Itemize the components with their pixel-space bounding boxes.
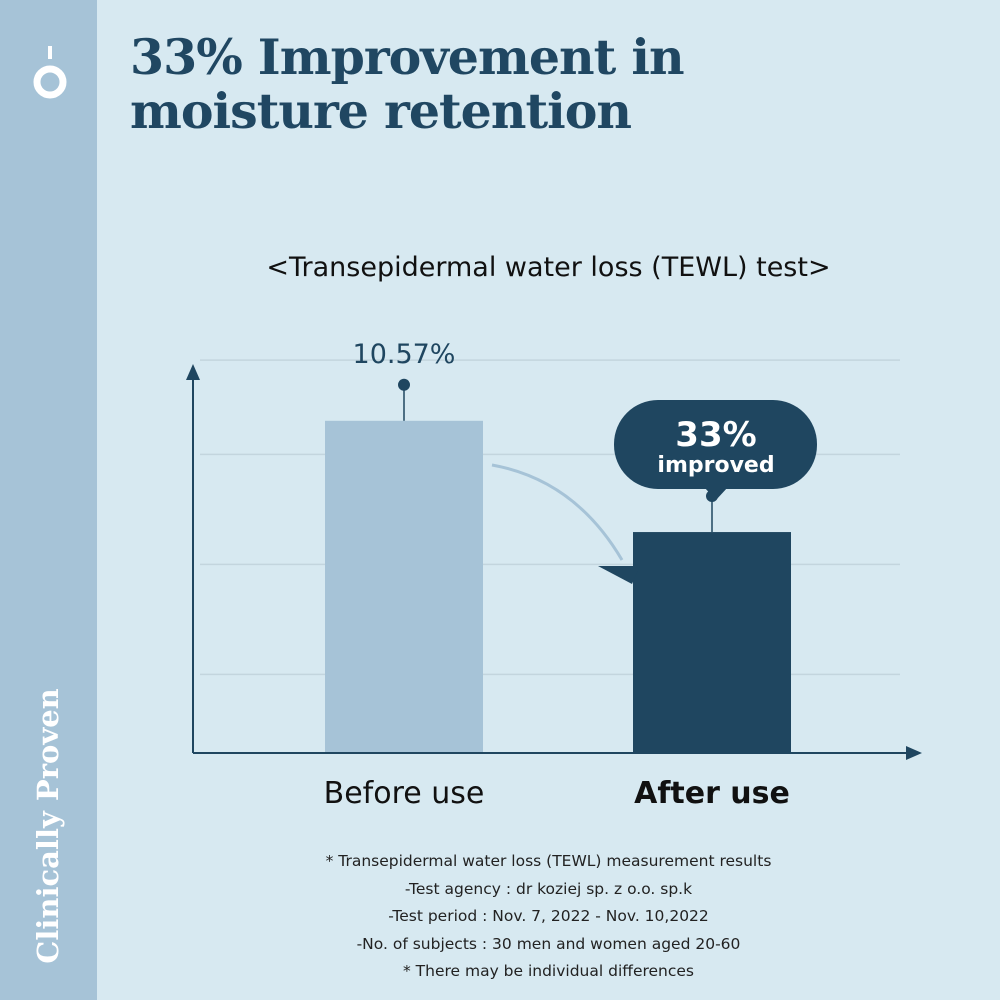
footnote-line: * There may be individual differences: [402, 962, 695, 980]
page-title-line-1: 33% Improvement in: [130, 28, 685, 86]
footnote-line: -Test agency : dr koziej sp. z o.o. sp.k: [404, 879, 693, 898]
page-title: 33% Improvement in moisture retention: [130, 30, 970, 138]
footnotes: * Transepidermal water loss (TEWL) measu…: [97, 848, 1000, 986]
y-axis-arrowhead-icon: [186, 364, 200, 380]
before-to-after-curved-arrow: [491, 463, 624, 561]
callout-value: 33%: [675, 415, 756, 455]
value-pin-dot: [398, 378, 410, 391]
data-label: 10.57%: [353, 339, 456, 370]
x-axis-arrowhead-icon: [906, 746, 922, 760]
category-label: After use: [634, 776, 790, 811]
sidebar-strip: Clinically Proven: [0, 0, 97, 1000]
footnote-line: -Test period : Nov. 7, 2022 - Nov. 10,20…: [388, 907, 709, 925]
footnote-line: * Transepidermal water loss (TEWL) measu…: [325, 852, 772, 870]
improvement-callout: 33% improved: [614, 400, 817, 500]
curved-arrowhead-icon: [598, 566, 640, 584]
droplet-o-logo-icon: [33, 46, 67, 99]
page-title-line-2: moisture retention: [130, 82, 632, 140]
callout-text: improved: [657, 453, 774, 478]
bar-after-use: [633, 532, 791, 753]
callout-bubble: [614, 400, 817, 489]
callout-tail-icon: [704, 487, 728, 500]
bar-before-use: [325, 420, 483, 753]
chart-title: <Transepidermal water loss (TEWL) test>: [266, 252, 831, 283]
footnote-line: -No. of subjects : 30 men and women aged…: [356, 934, 741, 953]
category-label: Before use: [324, 776, 485, 811]
